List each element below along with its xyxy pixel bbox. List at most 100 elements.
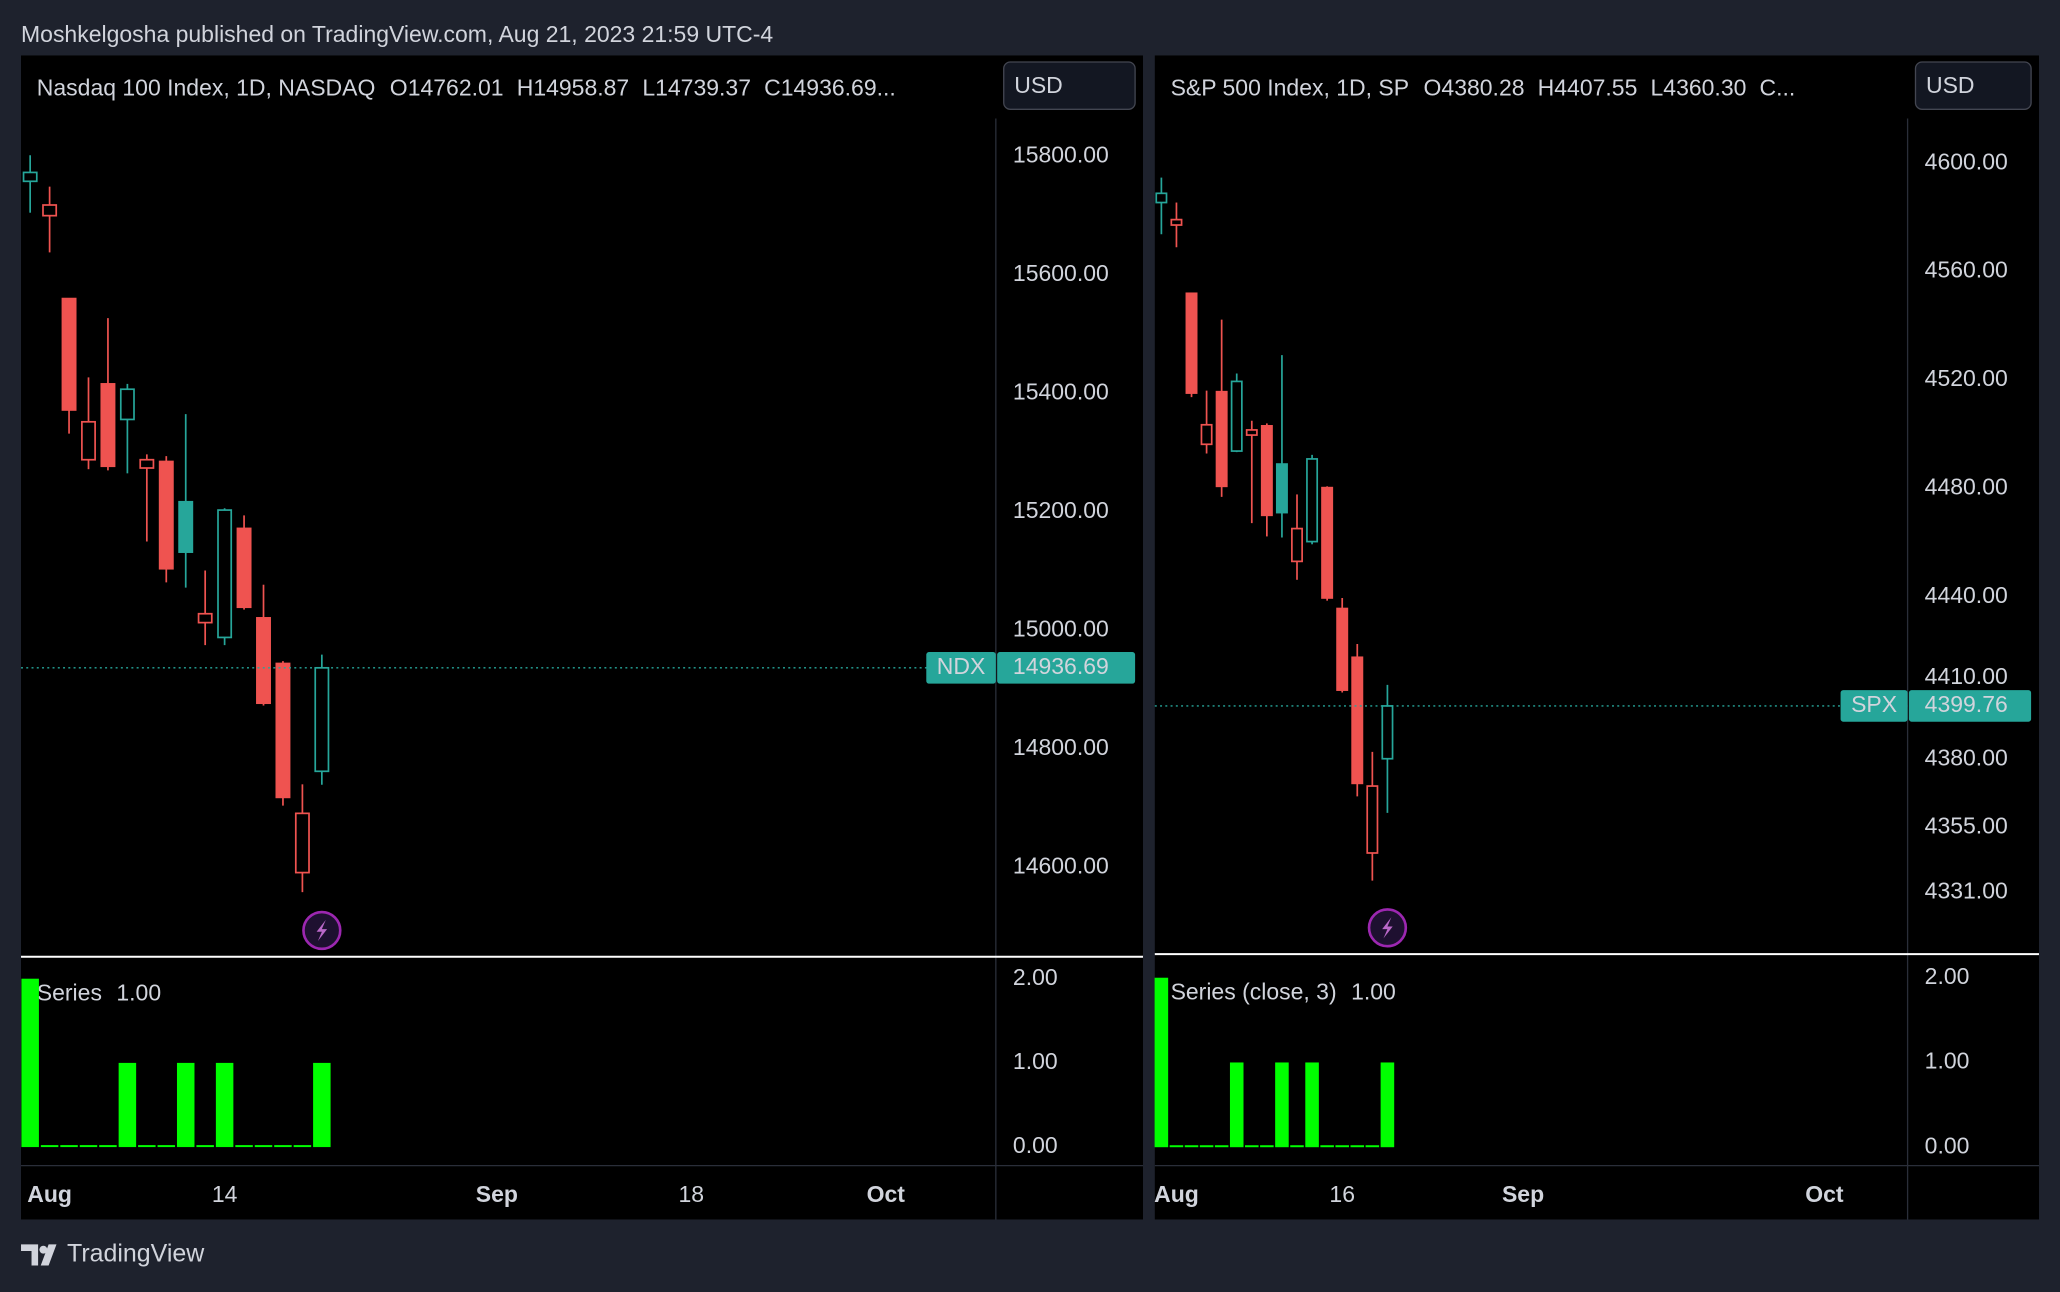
- candle-body: [22, 171, 38, 183]
- y-tick-label: 14600.00: [1013, 852, 1109, 878]
- event-icon-bolt: [1382, 917, 1393, 939]
- indicator-bar: [313, 1062, 331, 1148]
- y-tick-label: 14800.00: [1013, 734, 1109, 760]
- indicator-tick-label: 1.00: [1013, 1048, 1058, 1074]
- candle-body: [314, 666, 330, 773]
- indicator-bar: [1320, 1145, 1334, 1148]
- indicator-bar: [60, 1145, 78, 1148]
- candle-body: [294, 812, 310, 874]
- candle-body: [1351, 656, 1364, 785]
- indicator-bar: [157, 1145, 176, 1148]
- candle-body: [1245, 429, 1258, 436]
- candle-body: [139, 458, 155, 469]
- candle-body: [275, 662, 291, 799]
- currency-label: USD: [1014, 72, 1063, 98]
- candle-body: [1170, 218, 1183, 226]
- indicator-bar: [1184, 1145, 1199, 1148]
- tradingview-logo: [21, 1244, 57, 1266]
- symbol-tag: [926, 652, 996, 684]
- y-tick-label: 4560.00: [1925, 257, 2008, 283]
- y-tick-label: 15200.00: [1013, 497, 1109, 523]
- indicator-bar: [118, 1062, 137, 1148]
- indicator-bar: [1290, 1145, 1304, 1148]
- indicator-bar: [1154, 977, 1169, 1148]
- currency-button: [1003, 61, 1136, 110]
- legend-key: C: [764, 75, 781, 101]
- indicator-bar: [1335, 1145, 1349, 1148]
- candle-body: [119, 388, 135, 421]
- candle-body: [42, 204, 58, 217]
- candle-body: [197, 612, 213, 624]
- indicator-bar: [1305, 1062, 1319, 1148]
- candle-body: [1366, 785, 1379, 854]
- x-tick-label: 14: [212, 1181, 238, 1207]
- y-tick-label: 4600.00: [1925, 148, 2008, 174]
- indicator-value: 1.00: [1351, 979, 1396, 1005]
- chart-title: S&P 500 Index, 1D, SP: [1171, 75, 1410, 101]
- candle-body: [1215, 390, 1228, 488]
- y-tick-label: 4410.00: [1925, 663, 2008, 689]
- candle-body: [1381, 705, 1394, 760]
- x-tick-label: Aug: [27, 1181, 72, 1207]
- candle-body: [1336, 607, 1349, 691]
- y-tick-label: 4331.00: [1925, 877, 2008, 903]
- x-tick-label: Oct: [1805, 1181, 1844, 1207]
- candle-body: [158, 460, 174, 570]
- candle-body: [100, 383, 116, 468]
- legend-value: 14958.87: [533, 75, 629, 101]
- candle-body: [1275, 463, 1288, 514]
- legend-value: 4360.30: [1663, 75, 1746, 101]
- candle-body: [217, 509, 233, 639]
- indicator-bar: [1275, 1062, 1289, 1148]
- y-tick-label: 4440.00: [1925, 582, 2008, 608]
- legend-key: L: [642, 75, 655, 101]
- candle-body: [61, 297, 77, 411]
- chart-panel: [21, 55, 1143, 1220]
- indicator-bar: [1199, 1145, 1214, 1148]
- candle-body: [1321, 486, 1334, 599]
- currency-button: [1914, 61, 2032, 110]
- price-tag: [997, 652, 1136, 684]
- indicator-bar: [254, 1145, 273, 1148]
- indicator-bar: [40, 1145, 59, 1148]
- indicator-bar: [1169, 1145, 1184, 1148]
- indicator-name: Series (close, 3): [1171, 979, 1337, 1005]
- x-tick-label: Aug: [1154, 1181, 1199, 1207]
- symbol-tag-label: SPX: [1851, 691, 1897, 717]
- candle-body: [1230, 380, 1243, 452]
- indicator-bar: [235, 1145, 253, 1148]
- indicator-bar: [138, 1145, 156, 1148]
- y-tick-label: 15400.00: [1013, 378, 1109, 404]
- legend-key: C...: [1760, 75, 1796, 101]
- x-tick-label: Sep: [1502, 1181, 1544, 1207]
- indicator-tick-label: 0.00: [1925, 1132, 1970, 1158]
- indicator-bar: [21, 978, 39, 1148]
- candle-body: [1260, 425, 1273, 517]
- x-tick-label: 16: [1329, 1181, 1355, 1207]
- y-tick-label: 4355.00: [1925, 812, 2008, 838]
- indicator-bar: [176, 1062, 195, 1148]
- indicator-bar: [1260, 1145, 1274, 1148]
- legend-value: 4380.28: [1441, 75, 1524, 101]
- x-tick-label: 18: [679, 1181, 705, 1207]
- legend-value: 14762.01: [408, 75, 504, 101]
- candle-body: [1291, 527, 1303, 563]
- indicator-bar: [99, 1145, 117, 1148]
- indicator-bar: [1214, 1145, 1229, 1148]
- x-tick-label: Oct: [867, 1181, 906, 1207]
- legend-value: 14739.37: [655, 75, 751, 101]
- candle-body: [256, 617, 271, 705]
- legend-key: O: [390, 75, 408, 101]
- indicator-bar: [1245, 1145, 1259, 1148]
- indicator-tick-label: 2.00: [1925, 963, 1970, 989]
- symbol-tag: [1840, 690, 1908, 722]
- price-tag: [1908, 690, 2032, 722]
- indicator-bar: [79, 1145, 98, 1148]
- indicator-bar: [274, 1145, 292, 1148]
- legend-key: O: [1424, 75, 1442, 101]
- indicator-value: 1.00: [116, 980, 161, 1006]
- candle-body: [236, 527, 252, 609]
- indicator-bar: [196, 1145, 214, 1148]
- y-tick-label: 4480.00: [1925, 474, 2008, 500]
